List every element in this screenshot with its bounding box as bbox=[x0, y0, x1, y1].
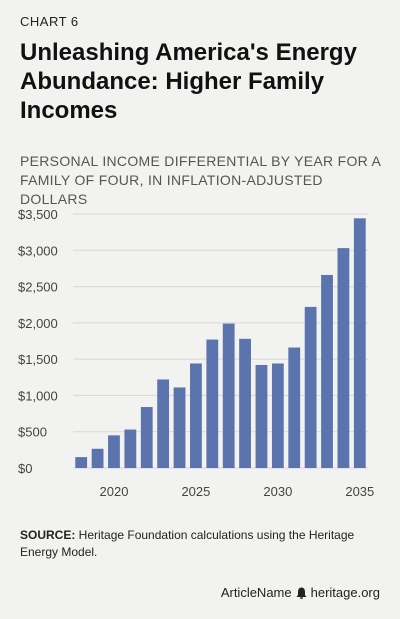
source-label: SOURCE: bbox=[20, 528, 76, 542]
chart-title: Unleashing America's Energy Abundance: H… bbox=[20, 39, 357, 124]
y-tick-label: $1,000 bbox=[18, 388, 58, 403]
y-tick-label: $2,000 bbox=[18, 316, 58, 331]
bar bbox=[353, 218, 366, 468]
bar bbox=[304, 306, 317, 468]
heritage-bell-icon bbox=[296, 587, 307, 599]
bar bbox=[124, 429, 137, 468]
bar bbox=[206, 339, 219, 468]
article-name: ArticleName bbox=[220, 585, 292, 600]
x-tick-label: 2025 bbox=[181, 484, 210, 499]
bar bbox=[337, 248, 350, 468]
x-tick-label: 2020 bbox=[100, 484, 129, 499]
y-tick-label: $1,500 bbox=[18, 352, 58, 367]
bar bbox=[91, 448, 104, 468]
site-link[interactable]: heritage.org bbox=[310, 585, 380, 600]
x-tick-label: 2035 bbox=[345, 484, 374, 499]
bar bbox=[222, 323, 235, 468]
bar-chart: $0 $500 $1,000 $1,500 $2,000 $2,500 $3,000 $3,5… bbox=[18, 207, 374, 499]
chart-number-label: CHART 6 bbox=[20, 14, 79, 29]
bar bbox=[271, 363, 284, 468]
y-tick-label: $2,500 bbox=[18, 280, 58, 295]
bar bbox=[140, 407, 153, 468]
bar bbox=[108, 435, 120, 468]
footer: ArticleName heritage.org bbox=[221, 585, 380, 600]
y-tick-label: $500 bbox=[18, 425, 47, 440]
bar bbox=[239, 338, 251, 468]
bar bbox=[190, 363, 202, 468]
source-text: Heritage Foundation calculations using t… bbox=[20, 528, 355, 559]
source-note: SOURCE: Heritage Foundation calculations… bbox=[20, 527, 380, 561]
bar bbox=[75, 457, 88, 468]
bar bbox=[157, 379, 170, 468]
bar bbox=[255, 364, 268, 468]
chart-subtitle: PERSONAL INCOME DIFFERENTIAL BY YEAR FOR… bbox=[20, 153, 381, 207]
x-tick-label: 2030 bbox=[263, 484, 292, 499]
y-tick-label: $3,500 bbox=[18, 207, 58, 222]
bar bbox=[288, 347, 301, 468]
bar bbox=[321, 274, 333, 468]
y-tick-label: $0 bbox=[18, 461, 32, 476]
y-tick-label: $3,000 bbox=[18, 243, 58, 258]
bar bbox=[173, 387, 186, 468]
